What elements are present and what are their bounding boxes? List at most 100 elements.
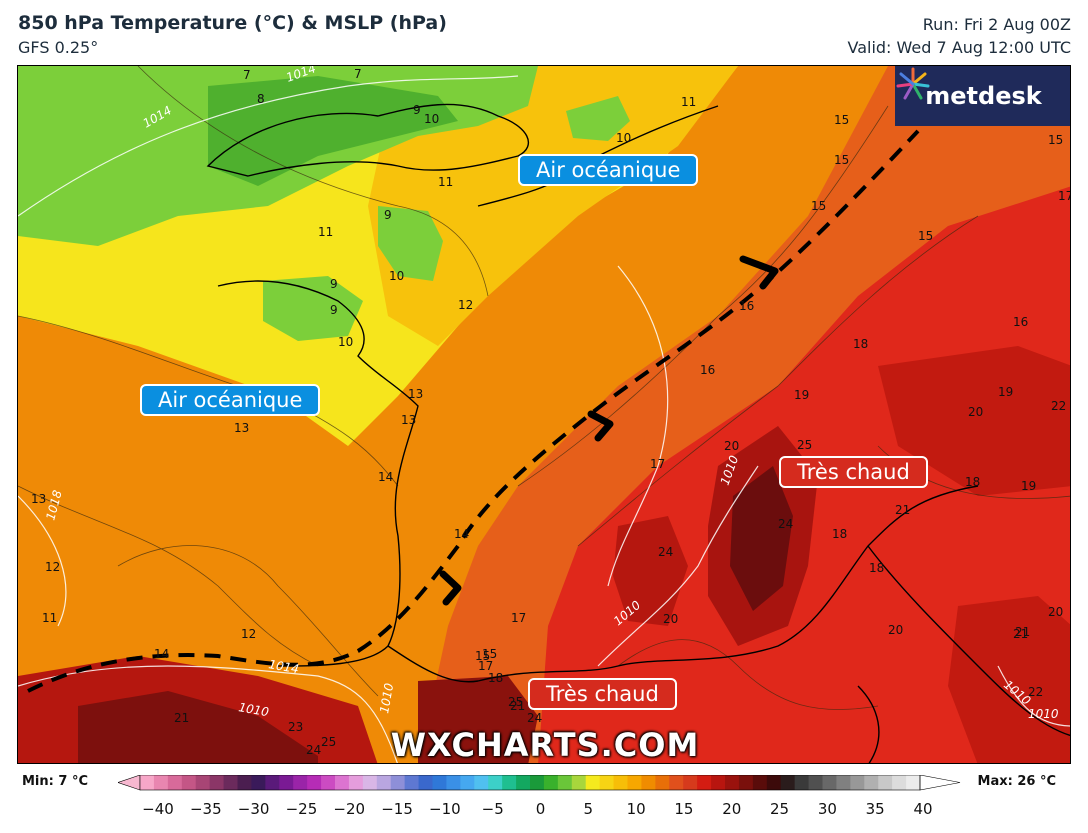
temperature-value: 13 [408, 387, 423, 401]
scale-swatch [780, 775, 796, 790]
scale-swatch [432, 775, 447, 790]
color-scale: −40 −35 −30 −25 −20 −15 −10 −5 0 5 10 15 20 25 30 35 40 [118, 775, 961, 818]
label-ocean-west: Air océanique [140, 384, 321, 416]
temperature-value: 10 [616, 131, 631, 145]
scale-swatch [418, 775, 433, 790]
isobar-value: 1014 [267, 657, 300, 676]
temperature-value: 15 [1048, 133, 1063, 147]
scale-swatch [543, 775, 559, 790]
scale-tick-label: 35 [866, 800, 885, 818]
scale-swatch [321, 775, 336, 790]
temperature-value: 24 [306, 743, 321, 757]
temp-field-cold-uk-core [208, 76, 458, 186]
scale-swatch [725, 775, 740, 790]
temperature-value: 18 [832, 527, 847, 541]
scale-tick-label: −10 [429, 800, 461, 818]
temperature-value: 21 [174, 711, 189, 725]
scale-swatch [836, 775, 851, 790]
legend-min: Min: 7 °C [22, 774, 88, 789]
temperature-value: 14 [154, 647, 169, 661]
scale-swatch [864, 775, 879, 790]
scale-swatch [474, 775, 489, 790]
scale-swatch [293, 775, 308, 790]
scale-swatch [237, 775, 252, 790]
scale-swatch [585, 775, 601, 790]
scale-swatch [140, 775, 155, 790]
temperature-value: 25 [508, 695, 523, 709]
temperature-value: 15 [834, 153, 849, 167]
temperature-value: 11 [42, 611, 57, 625]
temperature-value: 15 [482, 647, 497, 661]
weather-map: 7 8 7 9 10 11 10 11 9 11 10 9 9 10 12 13 13 13 14 13 12 11 12 1… [17, 65, 1071, 764]
scale-tick-label: 0 [536, 800, 546, 818]
temperature-value: 15 [811, 199, 826, 213]
temperature-value: 7 [354, 67, 362, 81]
scale-swatch [794, 775, 810, 790]
run-time: Run: Fri 2 Aug 00Z [922, 15, 1071, 34]
temperature-value: 12 [458, 298, 473, 312]
temp-field-cold-ne [566, 96, 630, 141]
arrow-2 [587, 410, 614, 442]
temperature-value: 16 [739, 299, 754, 313]
scale-swatch [613, 775, 628, 790]
temperature-value: 12 [241, 627, 256, 641]
watermark: WXCHARTS.COM [390, 726, 700, 764]
scale-swatch [446, 775, 461, 790]
temperature-value: 17 [650, 457, 665, 471]
temperature-value: 15 [918, 229, 933, 243]
scale-swatch [850, 775, 865, 790]
metdesk-logo: metdesk [895, 66, 1070, 126]
label-hot-east: Très chaud [779, 456, 928, 488]
label-hot-south: Très chaud [528, 678, 677, 710]
temperature-value: 17 [478, 659, 493, 673]
temperature-value: 14 [378, 470, 393, 484]
temp-field-cold-brittany [263, 276, 363, 341]
isobar-value: 1010 [237, 700, 270, 719]
temperature-value: 21 [1013, 627, 1028, 641]
scale-swatch [752, 775, 768, 790]
scale-swatch [892, 775, 907, 790]
temperature-value: 21 [1015, 625, 1030, 639]
isobar-value: 1010 [377, 682, 396, 715]
scale-swatch [404, 775, 420, 790]
scale-swatch [502, 775, 517, 790]
isobar-lines [18, 75, 1070, 763]
temperature-value: 17 [1058, 189, 1071, 203]
scale-swatch [808, 775, 823, 790]
temperature-value: 22 [1028, 685, 1043, 699]
scale-tick-label: 15 [674, 800, 693, 818]
scale-swatch [348, 775, 364, 790]
scale-swatch [822, 775, 837, 790]
front-line [27, 129, 920, 693]
temperature-value: 20 [724, 439, 739, 453]
temperature-value: 20 [1048, 605, 1063, 619]
scale-swatch [906, 775, 921, 790]
temperature-value: 10 [338, 335, 353, 349]
scale-min-arrow [118, 775, 141, 791]
scale-swatch [265, 775, 280, 790]
temperature-value: 18 [869, 561, 884, 575]
temperature-value: 25 [321, 735, 336, 749]
temperature-value: 18 [488, 671, 503, 685]
metdesk-logo-text: metdesk [925, 82, 1042, 110]
temperature-value: 17 [511, 611, 526, 625]
scale-swatch [460, 775, 475, 790]
scale-tick-label: 5 [584, 800, 594, 818]
scale-swatch [376, 775, 392, 790]
scale-swatch [669, 775, 684, 790]
isobar-value: 1010 [1028, 707, 1059, 721]
model-name: GFS 0.25° [18, 38, 99, 57]
scale-swatch [738, 775, 754, 790]
temperature-value: 13 [401, 413, 416, 427]
scale-swatch [153, 775, 169, 790]
label-ocean-north: Air océanique [518, 154, 699, 186]
scale-swatch [167, 775, 183, 790]
temp-field-core-catalonia [418, 676, 538, 763]
temp-field-core-spain-inner [78, 691, 318, 763]
legend-max: Max: 26 °C [977, 774, 1056, 789]
temperature-value: 18 [965, 475, 980, 489]
scale-tick-label: 10 [627, 800, 646, 818]
temperature-value: 10 [389, 269, 404, 283]
temperature-value: 12 [45, 560, 60, 574]
scale-swatch [697, 775, 712, 790]
